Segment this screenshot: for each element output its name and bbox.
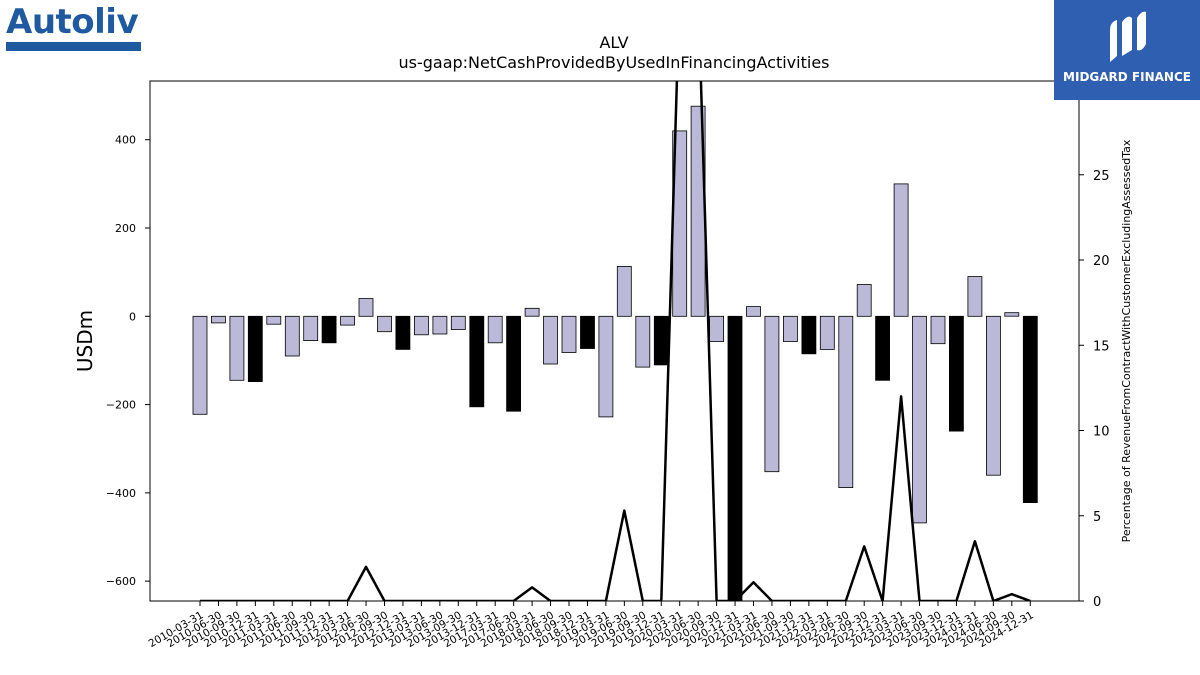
y-tick-label: 200: [115, 222, 136, 235]
bar-2018-12-31: [580, 315, 595, 349]
bar-2019-12-31: [653, 315, 669, 366]
bar-2023-12-31: [949, 315, 964, 432]
line-series: [200, 81, 1031, 601]
percentage-line: [200, 81, 1031, 601]
bar-2012-06-30: [358, 298, 374, 317]
bar-2011-09-30: [303, 315, 319, 341]
y-tick-label: 400: [115, 134, 136, 147]
bar-2010-06-30: [210, 315, 226, 324]
midgard-finance-logo-text: MIDGARD FINANCE: [1063, 70, 1191, 84]
bar-2017-06-30: [506, 315, 522, 412]
bar-2022-06-30: [838, 315, 854, 488]
y2-tick-label: 20: [1093, 254, 1110, 269]
bar-2023-06-30: [912, 315, 927, 524]
chart-subtitle: us-gaap:NetCashProvidedByUsedInFinancing…: [398, 53, 829, 72]
bar-2024-06-30: [986, 315, 1001, 476]
bar-2011-03-31: [266, 315, 282, 325]
bar-2010-12-31: [247, 315, 263, 382]
axes: −600−400−20002004000510152025302010-03-3…: [106, 80, 1110, 650]
bar-2022-09-30: [856, 284, 872, 317]
y-axis-label: USDm: [73, 310, 97, 372]
bar-2019-09-30: [635, 315, 651, 368]
autoliv-logo-text: Autoliv: [6, 2, 139, 42]
bar-2013-06-30: [432, 315, 448, 335]
bar-2024-03-31: [967, 276, 983, 317]
bar-series: [192, 105, 1038, 601]
y-tick-label: −200: [106, 399, 136, 412]
bar-2019-03-31: [598, 315, 614, 418]
midgard-finance-logo: MIDGARD FINANCE: [1054, 0, 1200, 100]
autoliv-logo-bar: [6, 42, 141, 51]
bar-2020-12-31: [727, 315, 743, 601]
bar-2013-03-31: [413, 315, 429, 336]
bar-2024-12-31: [1022, 315, 1038, 503]
y2-tick-label: 25: [1093, 169, 1110, 184]
bar-2020-09-30: [709, 315, 724, 342]
bar-2024-09-30: [1004, 312, 1020, 317]
bar-2013-09-30: [450, 315, 466, 330]
bar-2012-03-31: [340, 315, 356, 326]
autoliv-logo: Autoliv: [6, 4, 142, 54]
bar-2023-09-30: [930, 315, 946, 345]
bar-2010-03-31: [192, 315, 208, 415]
bar-2021-09-30: [783, 315, 798, 342]
chart-title: ALV: [599, 33, 628, 52]
bar-2012-09-30: [377, 315, 392, 333]
bar-2021-03-31: [746, 306, 761, 317]
bar-2018-03-31: [524, 307, 540, 317]
midgard-mark-icon: [1110, 11, 1146, 62]
plot-frame: [149, 80, 1080, 602]
bar-2018-09-30: [561, 315, 577, 353]
bar-2022-03-31: [819, 315, 835, 350]
bar-2019-06-30: [616, 265, 632, 317]
bar-2011-06-30: [284, 315, 300, 357]
bar-2021-12-31: [801, 315, 817, 355]
bar-2022-12-31: [875, 315, 890, 381]
bar-2017-03-31: [487, 315, 503, 344]
bar-2021-06-30: [764, 315, 780, 473]
y2-tick-label: 5: [1093, 510, 1101, 525]
y-tick-label: −600: [106, 575, 136, 588]
y2-tick-label: 10: [1093, 425, 1110, 440]
y-tick-label: −400: [106, 487, 136, 500]
bar-2010-09-30: [229, 315, 245, 381]
bar-2018-06-30: [543, 315, 558, 365]
y2-tick-label: 0: [1093, 595, 1101, 610]
y-tick-label: 0: [129, 310, 136, 323]
y2-tick-label: 15: [1093, 339, 1110, 354]
bar-2013-12-31: [469, 315, 485, 408]
bar-2012-12-31: [395, 315, 411, 350]
bar-2023-03-31: [893, 183, 909, 317]
bar-2011-12-31: [321, 315, 337, 344]
y2-axis-label: Percentage of RevenueFromContractWithCus…: [1120, 139, 1133, 542]
